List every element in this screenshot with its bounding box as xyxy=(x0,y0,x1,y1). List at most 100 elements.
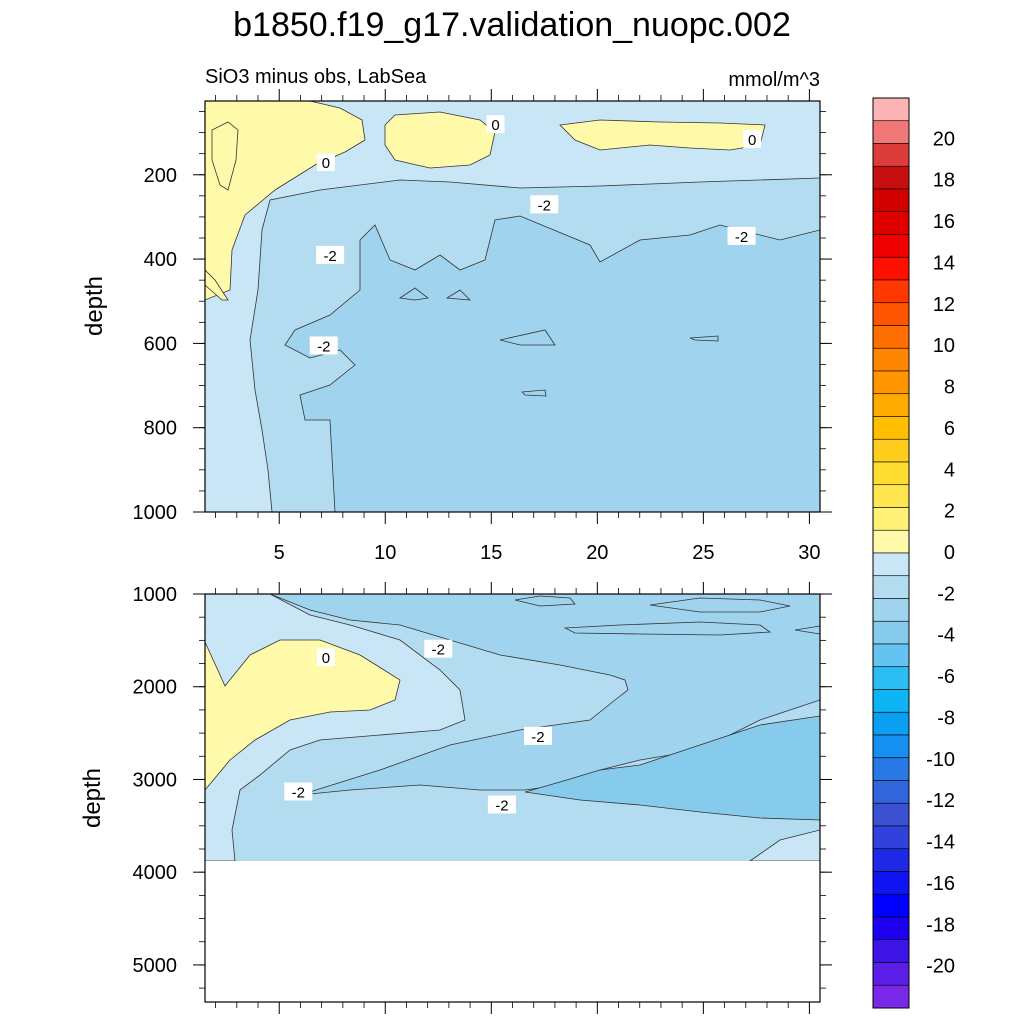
upper-contour-label-bg xyxy=(727,226,756,245)
upper-contour-labels: 0 0 0 -2 -2 -2 -2 xyxy=(309,115,762,355)
upper-region-small-2 xyxy=(398,287,429,301)
lower-region-level-6 xyxy=(524,715,820,821)
colorbar-swatch xyxy=(872,507,910,531)
colorbar-swatch xyxy=(872,416,910,440)
colorbar-swatch xyxy=(872,393,910,417)
colorbar-label: -14 xyxy=(926,832,955,854)
chart-subtitle: SiO3 minus obs, LabSea xyxy=(205,66,427,88)
colorbar-swatch xyxy=(872,370,910,395)
lower-ytick-label: 3000 xyxy=(133,769,178,791)
colorbar-swatch xyxy=(872,256,910,281)
upper-contour-fill xyxy=(205,101,820,512)
lower-region-top-3 xyxy=(563,621,772,636)
lower-region-top-4 xyxy=(794,625,820,635)
lower-contour-labels: 0 -2 -2 -2 -2 xyxy=(284,639,552,814)
upper-contour-label: 0 xyxy=(748,132,756,149)
colorbar-swatch xyxy=(872,620,910,645)
upper-ytick-label: 200 xyxy=(144,165,177,187)
upper-region-level+0-c xyxy=(559,119,766,151)
upper-contour-label: 0 xyxy=(322,155,330,172)
upper-contour-label: -2 xyxy=(323,248,336,265)
colorbar-swatch xyxy=(872,825,910,850)
x-axis-tick-labels: 5 10 15 20 25 30 xyxy=(274,542,821,564)
colorbar-swatch xyxy=(872,529,910,554)
colorbar-label: 12 xyxy=(933,294,955,316)
colorbar-label: -2 xyxy=(937,583,955,605)
x-tick-label: 5 xyxy=(274,542,285,564)
chart-title: b1850.f19_g17.validation_nuopc.002 xyxy=(233,6,791,44)
colorbar-label: 18 xyxy=(933,170,955,192)
colorbar-swatch xyxy=(872,734,910,759)
upper-region-inner-0 xyxy=(211,121,239,191)
colorbar-label: 2 xyxy=(944,501,955,523)
colorbar-swatch xyxy=(872,780,910,804)
colorbar-label: 4 xyxy=(944,459,955,481)
lower-contour-fill xyxy=(205,594,820,1002)
colorbar-label: -10 xyxy=(926,749,955,771)
lower-contour-label-bg xyxy=(487,795,516,814)
lower-axis-ticks: 1000 2000 3000 4000 5000 xyxy=(133,582,832,1014)
upper-ytick-label: 400 xyxy=(144,249,177,271)
x-tick-label: 10 xyxy=(374,542,396,564)
colorbar-swatch xyxy=(872,143,910,167)
lower-region-top-1 xyxy=(514,595,576,607)
upper-region-level-2 xyxy=(205,101,820,512)
lower-contour-label: -2 xyxy=(432,642,445,659)
colorbar-swatch xyxy=(872,939,910,963)
colorbar-swatch xyxy=(872,962,910,986)
lower-ytick-label: 1000 xyxy=(133,584,178,606)
lower-contour-label-bg xyxy=(523,726,552,745)
x-tick-label: 15 xyxy=(480,542,502,564)
upper-contour-label: -2 xyxy=(317,338,330,355)
lower-ytick-label: 4000 xyxy=(133,862,178,884)
upper-region-level+0-b xyxy=(384,111,496,169)
colorbar-swatch xyxy=(872,666,910,690)
colorbar-swatch xyxy=(872,484,910,508)
colorbar-label: 16 xyxy=(933,211,955,233)
colorbar-label: 10 xyxy=(933,335,955,357)
upper-contour-label: -2 xyxy=(735,229,748,246)
colorbar-swatch xyxy=(872,438,910,463)
colorbar-label: 6 xyxy=(944,418,955,440)
colorbar-label: 14 xyxy=(933,252,955,274)
colorbar-label: 20 xyxy=(933,128,955,150)
colorbar-label: -18 xyxy=(926,914,955,936)
colorbar-swatch xyxy=(872,871,910,895)
colorbar-frame xyxy=(872,97,910,1009)
colorbar-swatch xyxy=(872,984,910,1009)
upper-contour-label: 0 xyxy=(491,117,499,134)
upper-ytick-label: 800 xyxy=(144,418,177,440)
colorbar-swatch xyxy=(872,802,910,827)
colorbar-label: 0 xyxy=(944,542,955,564)
x-tick-label: 25 xyxy=(692,542,714,564)
colorbar-swatch xyxy=(872,234,910,258)
upper-contour-label-bg xyxy=(316,245,345,264)
colorbar-swatch xyxy=(872,165,910,190)
lower-contour-label: -2 xyxy=(495,797,508,814)
colorbar-swatch xyxy=(872,689,910,713)
colorbar-swatch xyxy=(872,916,910,941)
colorbar-label: -8 xyxy=(937,707,955,729)
lower-region-level+0 xyxy=(205,639,401,791)
colorbar-swatch xyxy=(872,347,910,372)
colorbar-swatch xyxy=(872,97,910,122)
lower-missing-data-area xyxy=(205,861,820,1002)
colorbar-swatch xyxy=(872,325,910,349)
colorbar-label: -20 xyxy=(926,956,955,978)
colorbar-swatch xyxy=(872,757,910,781)
colorbar-swatch xyxy=(872,188,910,213)
upper-contour-label-bg xyxy=(316,153,335,172)
colorbar-swatch xyxy=(872,120,910,144)
x-tick-label: 30 xyxy=(798,542,820,564)
colorbar-swatch xyxy=(872,893,910,918)
upper-region-level+0-d xyxy=(205,269,229,301)
upper-y-axis-title: depth xyxy=(81,276,108,336)
upper-axis-ticks: 200 400 600 800 1000 xyxy=(133,89,832,524)
colorbar-swatch xyxy=(872,302,910,326)
chart-units: mmol/m^3 xyxy=(728,69,820,91)
upper-region-small-4 xyxy=(521,389,547,397)
lower-panel: 1000 2000 3000 4000 5000 0 -2 -2 -2 -2 depth xyxy=(79,582,832,1014)
lower-ytick-label: 5000 xyxy=(133,955,178,977)
colorbar-label: -12 xyxy=(926,790,955,812)
